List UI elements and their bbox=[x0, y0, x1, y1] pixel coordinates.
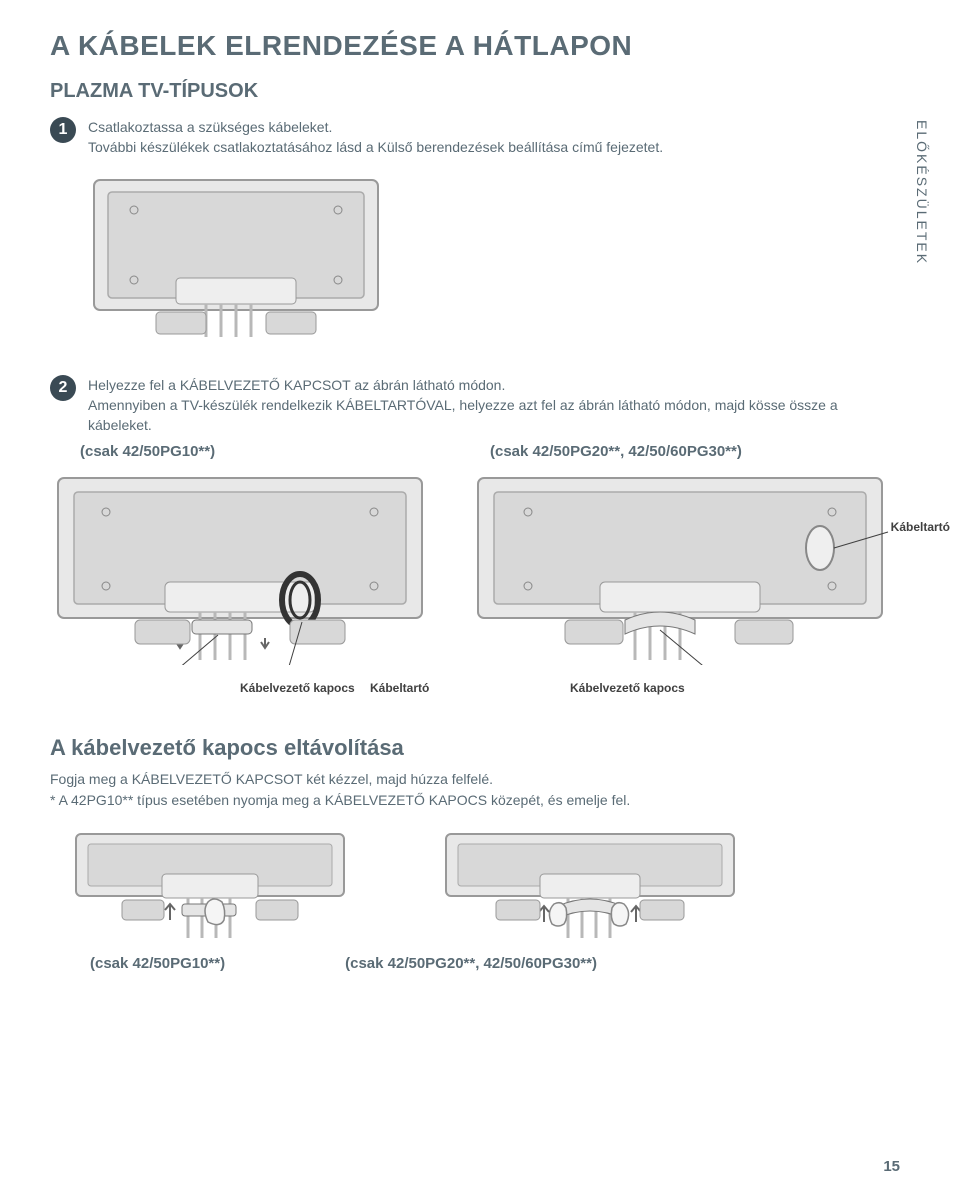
tv-diagram-right bbox=[470, 470, 890, 665]
tv-back-diagram-1 bbox=[86, 172, 900, 347]
footer-model-left: (csak 42/50PG10**) bbox=[90, 955, 225, 972]
removal-diagram-right bbox=[440, 828, 740, 943]
removal-line1: Fogja meg a KÁBELVEZETŐ KAPCSOT két kézz… bbox=[50, 769, 900, 789]
step-2-line1: Helyezze fel a KÁBELVEZETŐ KAPCSOT az áb… bbox=[88, 375, 900, 395]
label-cable-clip-left: Kábelvezető kapocs bbox=[240, 681, 370, 695]
footer-models: (csak 42/50PG10**) (csak 42/50PG20**, 42… bbox=[90, 955, 900, 972]
removal-diagram-left bbox=[70, 828, 350, 943]
step-2: 2 Helyezze fel a KÁBELVEZETŐ KAPCSOT az … bbox=[50, 375, 900, 436]
footer-model-right: (csak 42/50PG20**, 42/50/60PG30**) bbox=[345, 955, 597, 972]
removal-body: Fogja meg a KÁBELVEZETŐ KAPCSOT két kézz… bbox=[50, 769, 900, 810]
subtitle-plasma: PLAZMA TV-TÍPUSOK bbox=[50, 80, 900, 103]
model-right: (csak 42/50PG20**, 42/50/60PG30**) bbox=[490, 443, 742, 460]
step-1-line1: Csatlakoztassa a szükséges kábeleket. bbox=[88, 117, 663, 137]
step-1-text: Csatlakoztassa a szükséges kábeleket. To… bbox=[88, 117, 663, 158]
tv-diagram-left bbox=[50, 470, 430, 665]
step-2-line2: Amennyiben a TV-készülék rendelkezik KÁB… bbox=[88, 395, 900, 436]
model-left: (csak 42/50PG10**) bbox=[80, 443, 410, 460]
step-1-line2: További készülékek csatlakoztatásához lá… bbox=[88, 137, 663, 157]
step-2-text: Helyezze fel a KÁBELVEZETŐ KAPCSOT az áb… bbox=[88, 375, 900, 436]
model-row: (csak 42/50PG10**) (csak 42/50PG20**, 42… bbox=[80, 443, 900, 460]
bottom-labels: Kábelvezető kapocs Kábeltartó Kábelvezet… bbox=[50, 681, 900, 695]
label-cable-holder-left: Kábeltartó bbox=[370, 681, 570, 695]
label-cable-clip-right: Kábelvezető kapocs bbox=[570, 681, 685, 695]
removal-diagrams bbox=[70, 828, 900, 943]
removal-heading: A kábelvezető kapocs eltávolítása bbox=[50, 735, 900, 761]
page-title: A KÁBELEK ELRENDEZÉSE A HÁTLAPON bbox=[50, 30, 900, 62]
removal-line2: * A 42PG10** típus esetében nyomja meg a… bbox=[50, 790, 900, 810]
side-tab-section: ELŐKÉSZÜLETEK bbox=[914, 120, 930, 265]
label-cable-holder-right: Kábeltartó bbox=[891, 520, 950, 534]
step-2-badge: 2 bbox=[50, 375, 76, 401]
step-1-badge: 1 bbox=[50, 117, 76, 143]
page-number: 15 bbox=[883, 1158, 900, 1175]
step-1: 1 Csatlakoztassa a szükséges kábeleket. … bbox=[50, 117, 900, 158]
dual-tv-diagrams: Kábeltartó bbox=[50, 470, 900, 665]
